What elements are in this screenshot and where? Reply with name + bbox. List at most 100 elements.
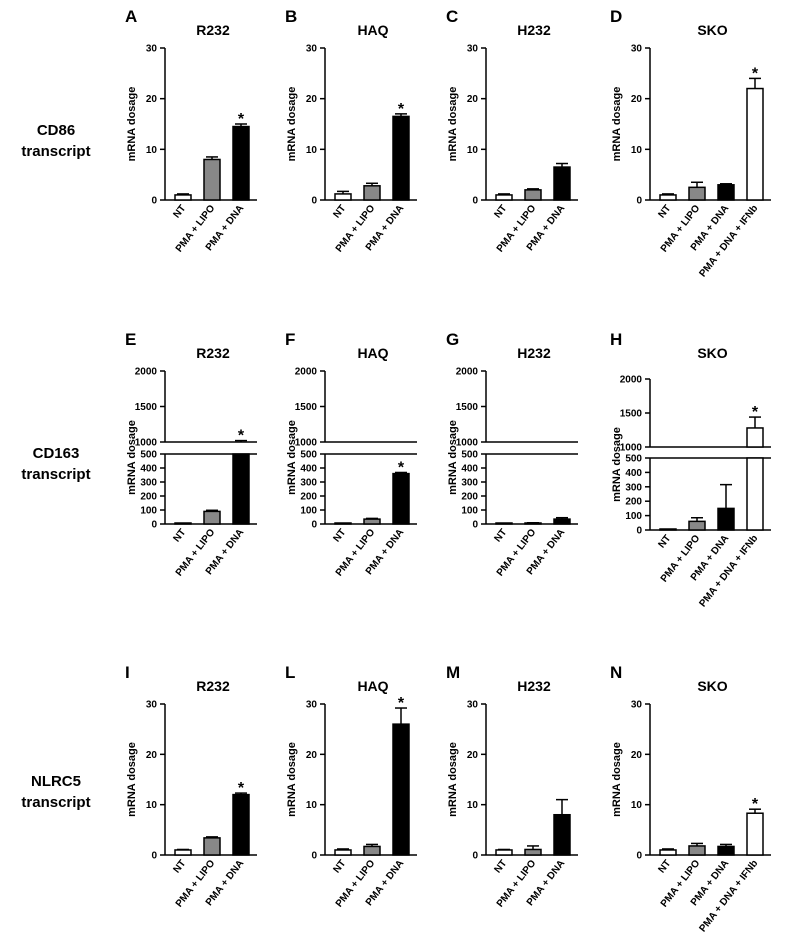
bar-pma-dna-ifnb <box>746 812 764 856</box>
bar-pma-lipo <box>203 510 221 525</box>
panel-title: SKO <box>697 22 727 38</box>
bar-pma-lipo <box>363 845 381 856</box>
panel-title: H232 <box>517 22 551 38</box>
panel-letter: A <box>125 7 137 26</box>
y-tick-label: 20 <box>146 94 158 105</box>
significance-star: * <box>238 111 245 128</box>
y-tick-label: 0 <box>472 851 478 862</box>
bar-pma-dna <box>717 845 735 856</box>
y-tick-label: 20 <box>631 750 643 761</box>
bar-pma-dna <box>717 184 735 201</box>
y-tick-label: 20 <box>467 750 479 761</box>
y-tick-label: 500 <box>140 450 157 461</box>
bar-pma-dna <box>392 472 410 525</box>
significance-star: * <box>238 780 245 797</box>
x-category-label: NT <box>171 527 188 544</box>
y-tick-label: 10 <box>631 800 643 811</box>
panel-letter: M <box>446 663 460 682</box>
y-tick-label: 200 <box>625 497 642 508</box>
y-tick-label: 1000 <box>295 438 318 449</box>
y-tick-label: 400 <box>461 464 478 475</box>
bar-pma-lipo <box>203 158 221 201</box>
bar-pma-lipo <box>203 837 221 856</box>
y-tick-label: 1000 <box>620 443 643 454</box>
y-tick-label: 2000 <box>135 367 158 378</box>
row-label-line2: transcript <box>21 466 90 483</box>
panel-letter: E <box>125 330 136 349</box>
y-tick-label: 100 <box>300 506 317 517</box>
bar-pma-dna <box>232 453 250 525</box>
y-tick-label: 100 <box>625 511 642 522</box>
x-category-label: NT <box>492 203 509 220</box>
bar-pma-lipo <box>688 845 706 856</box>
significance-star: * <box>752 65 759 82</box>
y-tick-label: 0 <box>636 196 642 207</box>
y-tick-label: 20 <box>306 750 318 761</box>
y-tick-label: 300 <box>461 478 478 489</box>
y-axis-label: mRNA dosage <box>126 420 138 495</box>
x-category-label: NT <box>331 527 348 544</box>
y-tick-label: 20 <box>306 94 318 105</box>
panel-title: R232 <box>196 345 230 361</box>
bar-pma-lipo <box>688 186 706 201</box>
y-tick-label: 30 <box>306 700 318 711</box>
significance-star: * <box>752 796 759 813</box>
y-tick-label: 30 <box>631 44 643 55</box>
y-tick-label: 0 <box>472 520 478 531</box>
bar-nt <box>334 522 352 525</box>
panel-letter: G <box>446 330 459 349</box>
bar-nt <box>659 528 677 531</box>
y-axis-label: mRNA dosage <box>126 742 138 817</box>
significance-star: * <box>398 101 405 118</box>
y-tick-label: 30 <box>467 44 479 55</box>
y-tick-label: 300 <box>625 482 642 493</box>
bar-pma-dna <box>553 813 571 856</box>
y-axis-label: mRNA dosage <box>611 742 623 817</box>
significance-star: * <box>752 404 759 421</box>
bar-pma-lipo <box>524 848 542 856</box>
row-label-line1: CD163 <box>33 445 80 462</box>
bar-pma-dna <box>392 723 410 856</box>
bar-pma-lipo <box>363 518 381 525</box>
y-tick-label: 0 <box>311 196 317 207</box>
y-tick-label: 30 <box>467 700 479 711</box>
y-tick-label: 300 <box>140 478 157 489</box>
panel-letter: L <box>285 663 295 682</box>
bar-pma-dna <box>553 518 571 525</box>
y-tick-label: 30 <box>306 44 318 55</box>
row-label-line2: transcript <box>21 143 90 160</box>
bar-pma-dna-ifnb <box>746 87 764 201</box>
bar-pma-dna-ifnb <box>746 457 764 531</box>
x-category-label: NT <box>492 527 509 544</box>
bar-pma-dna <box>553 166 571 201</box>
y-tick-label: 1500 <box>295 402 318 413</box>
y-tick-label: 30 <box>146 44 158 55</box>
bar-nt <box>174 522 192 525</box>
y-tick-label: 0 <box>151 196 157 207</box>
panel-title: HAQ <box>357 678 388 694</box>
y-tick-label: 0 <box>636 526 642 537</box>
bar-nt <box>495 849 513 856</box>
significance-star: * <box>398 695 405 712</box>
y-tick-label: 1000 <box>456 438 479 449</box>
y-tick-label: 200 <box>300 492 317 503</box>
bar-pma-dna <box>392 115 410 201</box>
y-tick-label: 100 <box>461 506 478 517</box>
y-tick-label: 0 <box>151 520 157 531</box>
significance-star: * <box>238 428 245 445</box>
x-category-label: NT <box>171 203 188 220</box>
y-tick-label: 2000 <box>295 367 318 378</box>
row-label-nlrc5: NLRC5 transcript <box>21 773 90 811</box>
x-category-label: NT <box>656 533 673 550</box>
y-tick-label: 30 <box>631 700 643 711</box>
y-tick-label: 0 <box>311 520 317 531</box>
panel-title: H232 <box>517 678 551 694</box>
y-tick-label: 400 <box>300 464 317 475</box>
